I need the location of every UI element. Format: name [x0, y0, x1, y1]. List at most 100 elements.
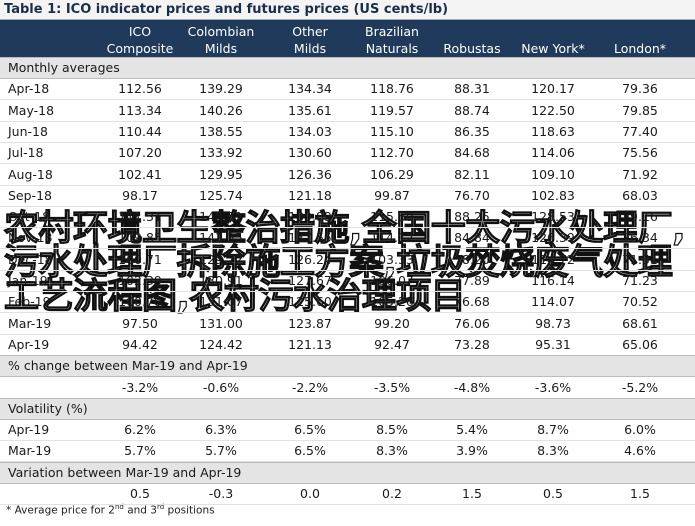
- cell-value: 139.29: [199, 81, 243, 97]
- cell-value: 112.70: [370, 145, 414, 161]
- cell-value: 8.3%: [376, 443, 408, 459]
- cell-value: 71.92: [622, 166, 658, 182]
- cell-value: 6.3%: [205, 422, 237, 438]
- cell-value: 131.07: [199, 294, 243, 310]
- data-row: May-18 113.34 140.26 135.61 119.57 88.74 122.5…: [0, 100, 695, 122]
- cell-value: 138.55: [199, 123, 243, 139]
- cell-value: 105.26: [370, 294, 414, 310]
- cell-value: 4.6%: [624, 443, 656, 459]
- cell-value: 79.36: [622, 81, 658, 97]
- cell-value: 130.60: [288, 145, 332, 161]
- cell-value: 106.07: [370, 273, 414, 288]
- cell-value: 1.5: [462, 486, 482, 501]
- cell-value: 8.7%: [537, 422, 569, 438]
- cell-value: -2.2%: [291, 379, 329, 395]
- cell-value: 122.50: [531, 102, 575, 118]
- header-line: Brazilian: [365, 24, 419, 39]
- cell-value: 115.10: [370, 123, 414, 139]
- cell-value: -3.5%: [373, 379, 411, 395]
- cell-value: 94.42: [122, 336, 158, 352]
- cell-value: 114.06: [531, 145, 575, 161]
- cell-value: 102.83: [531, 187, 575, 203]
- data-row: Nov-18 109.85 143.35 137.55 114.12 84.84 126.3…: [0, 227, 695, 250]
- cell-value: -4.8%: [453, 379, 491, 395]
- row-label: Apr-18: [8, 81, 50, 97]
- section-header: % change between Mar-19 and Apr-19: [0, 355, 695, 378]
- row-label: Feb-19: [8, 294, 51, 310]
- footnote-part: * Average price for 2: [6, 504, 115, 517]
- column-header: Colombian Milds: [171, 23, 271, 57]
- row-label: Apr-19: [8, 422, 50, 438]
- row-label: Dec-18: [8, 251, 53, 267]
- table-title: Table 1: ICO indicator prices and future…: [0, 0, 695, 20]
- cell-value: 113.34: [118, 102, 162, 118]
- section-title: Variation between Mar-19 and Apr-19: [8, 464, 242, 480]
- cell-value: 102.39: [118, 273, 162, 288]
- data-row: Jan-19 102.39 130.91 127.67 106.07 77.89 116.1…: [0, 270, 695, 292]
- cell-value: 68.61: [622, 315, 658, 331]
- cell-value: 5.7%: [124, 443, 156, 459]
- header-line: Composite: [106, 41, 174, 56]
- cell-value: 114.12: [370, 230, 414, 246]
- cell-value: 88.31: [454, 81, 490, 97]
- header-line: New York*: [521, 41, 585, 56]
- cell-value: 79.85: [622, 102, 658, 118]
- cell-value: 75.56: [622, 145, 658, 161]
- cell-value: 148.31: [199, 209, 243, 225]
- data-row: Mar-19 97.50 131.00 123.87 99.20 76.06 98.73 68…: [0, 313, 695, 335]
- cell-value: 97.50: [122, 315, 158, 331]
- cell-value: 109.10: [531, 166, 575, 182]
- header-line: [590, 23, 690, 40]
- cell-value: 112.56: [118, 81, 162, 97]
- cell-value: 92.47: [374, 336, 410, 352]
- cell-value: 6.0%: [624, 422, 656, 438]
- cell-value: 143.35: [199, 230, 243, 246]
- cell-value: 71.51: [622, 251, 658, 267]
- cell-value: 70.52: [622, 294, 658, 310]
- cell-value: 114.72: [531, 251, 575, 267]
- column-header: Brazilian Naturals: [342, 23, 442, 57]
- header-line: Milds: [293, 41, 327, 56]
- cell-value: 84.68: [454, 145, 490, 161]
- data-row: Feb-19 100.70 131.07 125.60 105.26 76.68 114.0…: [0, 291, 695, 314]
- row-label: Jul-18: [8, 145, 44, 161]
- cell-value: 140.26: [199, 102, 243, 118]
- cell-value: 130.91: [199, 273, 243, 288]
- cell-value: 5.7%: [205, 443, 237, 459]
- footnote-part: positions: [164, 504, 215, 517]
- header-row: ICO Composite Colombian Milds Other Milds Braz…: [0, 20, 695, 57]
- cell-value: 121.18: [288, 187, 332, 203]
- column-header: ICO Composite: [90, 23, 190, 57]
- cell-value: 127.67: [288, 273, 332, 288]
- row-label: Aug-18: [8, 166, 53, 182]
- cell-value: 120.17: [531, 81, 575, 97]
- cell-value: 134.34: [288, 81, 332, 97]
- footnote: * Average price for 2nd and 3rd position…: [6, 503, 215, 517]
- cell-value: 125.60: [288, 294, 332, 310]
- footnote-part: and 3: [123, 504, 157, 517]
- cell-value: -0.3: [208, 486, 234, 501]
- cell-value: 73.28: [454, 336, 490, 352]
- cell-value: 135.61: [288, 102, 332, 118]
- cell-value: 6.5%: [294, 443, 326, 459]
- cell-value: 114.07: [531, 294, 575, 310]
- cell-value: 110.44: [118, 123, 162, 139]
- cell-value: 103.33: [370, 251, 414, 267]
- section-title: Monthly averages: [8, 60, 120, 75]
- section-header: Variation between Mar-19 and Apr-19: [0, 461, 695, 484]
- cell-value: 84.84: [454, 230, 490, 246]
- row-label: Oct-18: [8, 209, 51, 225]
- data-row: Oct-18 111.31 148.31 139.89 115.59 88.25 128.5…: [0, 206, 695, 229]
- cell-value: 131.00: [199, 315, 243, 331]
- cell-value: 0.2: [382, 486, 402, 501]
- cell-value: -5.2%: [621, 379, 659, 395]
- cell-value: 126.36: [288, 166, 332, 182]
- cell-value: 102.41: [118, 166, 162, 182]
- cell-value: 124.42: [199, 336, 243, 352]
- cell-value: 129.95: [199, 166, 243, 182]
- row-label: Mar-19: [8, 443, 52, 459]
- cell-value: 99.20: [374, 315, 410, 331]
- footnote-part: rd: [156, 503, 165, 511]
- header-line: Other: [292, 24, 328, 39]
- cell-value: 98.17: [122, 187, 158, 203]
